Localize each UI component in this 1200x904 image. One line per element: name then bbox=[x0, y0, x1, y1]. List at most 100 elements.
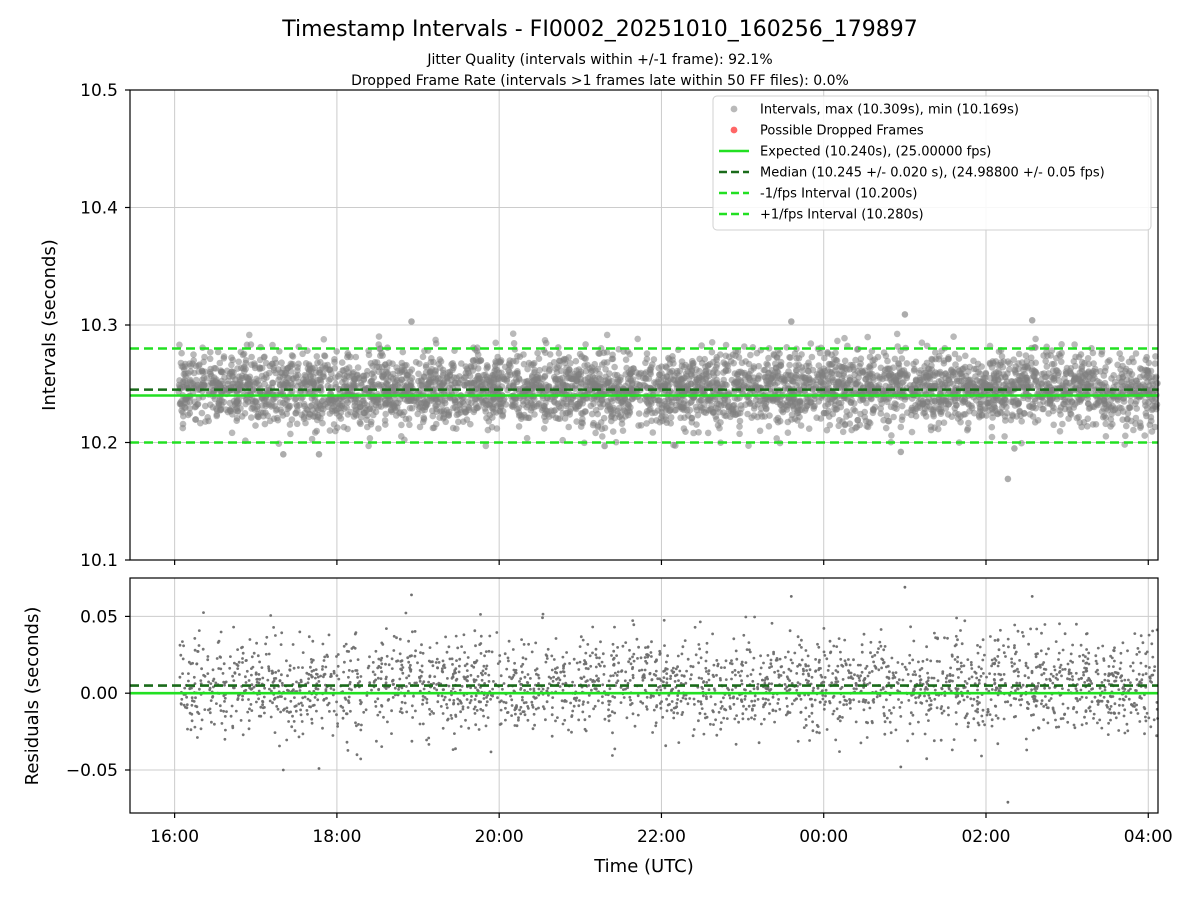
residuals-point bbox=[509, 695, 512, 698]
residuals-point bbox=[726, 717, 729, 720]
intervals-point bbox=[541, 425, 548, 432]
residuals-point bbox=[422, 652, 425, 655]
intervals-point bbox=[864, 334, 871, 341]
residuals-point bbox=[663, 644, 666, 647]
residuals-point bbox=[544, 718, 547, 721]
residuals-point bbox=[944, 694, 947, 697]
intervals-point bbox=[820, 380, 827, 387]
residuals-point bbox=[849, 664, 852, 667]
intervals-point bbox=[289, 416, 296, 423]
intervals-point bbox=[542, 365, 549, 372]
intervals-point bbox=[766, 423, 773, 430]
intervals-point bbox=[1106, 357, 1113, 364]
residuals-point bbox=[553, 658, 556, 661]
intervals-point bbox=[795, 362, 802, 369]
residuals-point bbox=[1014, 698, 1017, 701]
residuals-point bbox=[1091, 700, 1094, 703]
intervals-point bbox=[516, 423, 523, 430]
intervals-point bbox=[705, 430, 712, 437]
residuals-point bbox=[397, 688, 400, 691]
intervals-point bbox=[810, 367, 817, 374]
intervals-point bbox=[361, 400, 368, 407]
intervals-point bbox=[924, 360, 931, 367]
intervals-point bbox=[747, 352, 754, 359]
intervals-point bbox=[1058, 341, 1065, 348]
residuals-point bbox=[835, 676, 838, 679]
intervals-point bbox=[370, 412, 377, 419]
intervals-point bbox=[744, 411, 751, 418]
intervals-point bbox=[830, 379, 837, 386]
intervals-point bbox=[1012, 368, 1019, 375]
residuals-point bbox=[807, 673, 810, 676]
intervals-point bbox=[989, 434, 996, 441]
intervals-point bbox=[733, 379, 740, 386]
residuals-point bbox=[845, 664, 848, 667]
intervals-point bbox=[1126, 404, 1133, 411]
intervals-y-axis-label: Intervals (seconds) bbox=[39, 239, 60, 411]
intervals-point bbox=[419, 407, 426, 414]
residuals-point bbox=[844, 659, 847, 662]
intervals-point bbox=[238, 365, 245, 372]
residuals-point bbox=[1007, 638, 1010, 641]
intervals-point bbox=[596, 350, 603, 357]
residuals-point bbox=[390, 732, 393, 735]
intervals-point bbox=[1002, 417, 1009, 424]
intervals-point bbox=[762, 413, 769, 420]
intervals-point bbox=[689, 366, 696, 373]
residuals-point bbox=[779, 658, 782, 661]
residuals-point bbox=[963, 619, 966, 622]
residuals-point bbox=[943, 636, 946, 639]
residuals-point bbox=[665, 661, 668, 664]
intervals-point bbox=[395, 400, 402, 407]
intervals-point bbox=[406, 422, 413, 429]
intervals-point bbox=[588, 380, 595, 387]
intervals-outlier-point bbox=[788, 318, 795, 325]
intervals-point bbox=[732, 370, 739, 377]
intervals-point bbox=[1144, 405, 1151, 412]
intervals-point bbox=[507, 372, 514, 379]
residuals-point bbox=[551, 696, 554, 699]
residuals-point bbox=[737, 671, 740, 674]
residuals-point bbox=[181, 672, 184, 675]
residuals-point bbox=[763, 718, 766, 721]
intervals-point bbox=[255, 414, 262, 421]
intervals-point bbox=[529, 401, 536, 408]
intervals-point bbox=[850, 364, 857, 371]
residuals-point bbox=[435, 661, 438, 664]
intervals-point bbox=[610, 428, 617, 435]
residuals-point bbox=[500, 674, 503, 677]
intervals-point bbox=[783, 372, 790, 379]
intervals-point bbox=[457, 401, 464, 408]
intervals-point bbox=[565, 370, 572, 377]
intervals-point bbox=[824, 367, 831, 374]
intervals-point bbox=[1085, 401, 1092, 408]
intervals-point bbox=[476, 358, 483, 365]
intervals-point bbox=[962, 364, 969, 371]
residuals-point bbox=[416, 661, 419, 664]
intervals-point bbox=[1145, 368, 1152, 375]
residuals-point bbox=[607, 700, 610, 703]
residuals-point bbox=[767, 699, 770, 702]
intervals-point bbox=[736, 423, 743, 430]
residuals-point bbox=[448, 699, 451, 702]
intervals-point bbox=[688, 415, 695, 422]
intervals-point bbox=[433, 421, 440, 428]
residuals-point bbox=[474, 644, 477, 647]
residuals-point bbox=[732, 695, 735, 698]
intervals-point bbox=[1000, 371, 1007, 378]
intervals-point bbox=[531, 367, 538, 374]
residuals-point bbox=[752, 669, 755, 672]
intervals-point bbox=[644, 356, 651, 363]
intervals-point bbox=[295, 361, 302, 368]
intervals-point bbox=[705, 396, 712, 403]
intervals-point bbox=[592, 430, 599, 437]
intervals-point bbox=[1098, 351, 1105, 358]
intervals-point bbox=[371, 374, 378, 381]
intervals-point bbox=[331, 359, 338, 366]
residuals-point bbox=[289, 664, 292, 667]
intervals-point bbox=[842, 358, 849, 365]
intervals-point bbox=[590, 422, 597, 429]
intervals-point bbox=[989, 424, 996, 431]
residuals-point bbox=[408, 674, 411, 677]
